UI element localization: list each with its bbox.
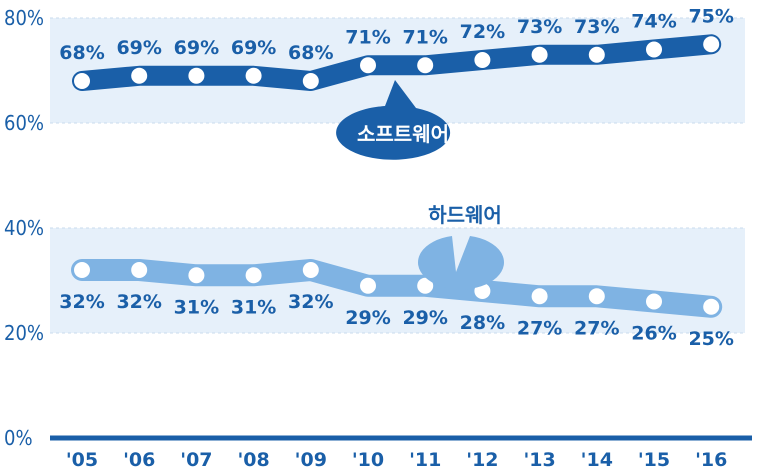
bubble-hw-shape	[418, 236, 504, 290]
data-point	[703, 298, 720, 315]
data-point	[245, 267, 262, 284]
y-tick-label: 20%	[4, 321, 44, 345]
data-point	[588, 288, 605, 305]
data-point	[131, 262, 148, 278]
x-tick-label: '09	[295, 449, 327, 471]
x-tick-label: '08	[237, 449, 269, 471]
data-label: 73%	[517, 16, 562, 38]
data-label: 69%	[174, 37, 219, 59]
data-point	[646, 41, 662, 58]
data-label: 25%	[688, 328, 733, 350]
data-point	[646, 293, 662, 310]
data-label: 32%	[288, 291, 333, 313]
data-point	[131, 67, 148, 84]
x-tick-label: '13	[523, 449, 555, 471]
data-label: 29%	[345, 307, 390, 329]
x-tick-label: '16	[695, 449, 727, 471]
data-point	[74, 73, 90, 89]
x-axis-ticks: '05 '06 '07 '08 '09 '10 '11 '12 '13 '14 '15 '16	[66, 449, 727, 471]
x-tick-label: '14	[581, 449, 613, 471]
x-tick-label: '05	[66, 449, 98, 471]
series-line	[71, 259, 723, 318]
data-label: 73%	[574, 16, 619, 38]
y-tick-label: 60%	[4, 111, 44, 135]
y-tick-label: 40%	[4, 216, 44, 240]
data-label: 26%	[631, 323, 676, 345]
data-point	[417, 57, 434, 74]
data-label: 28%	[460, 312, 505, 334]
legend-bubble-software: 소프트웨어	[336, 80, 451, 160]
data-label: 29%	[402, 307, 447, 329]
data-point	[302, 73, 319, 89]
data-label: 71%	[345, 26, 390, 48]
bubble-sw-label: 소프트웨어	[357, 122, 449, 146]
data-point	[245, 67, 262, 84]
series-software: 68% 69% 69% 69% 68% 71% 71% 72% 73% 73% 74% 75%	[59, 5, 734, 91]
x-tick-label: '15	[638, 449, 670, 471]
series-hardware: 32% 32% 31% 31% 32% 29% 29% 28% 27% 27% 26% 25%	[59, 259, 734, 350]
series-line	[72, 34, 722, 91]
y-tick-label: 0%	[4, 426, 33, 450]
x-tick-label: '07	[180, 449, 212, 471]
data-point	[188, 67, 205, 84]
data-point	[302, 262, 319, 278]
data-point	[360, 277, 376, 294]
data-label: 71%	[402, 26, 447, 48]
data-label: 68%	[59, 42, 104, 64]
gridlines	[50, 17, 745, 334]
data-label: 31%	[174, 296, 219, 318]
data-label: 27%	[517, 317, 562, 339]
data-point	[703, 36, 720, 53]
data-point	[74, 262, 90, 278]
x-tick-label: '06	[123, 449, 155, 471]
data-label: 27%	[574, 317, 619, 339]
data-label: 31%	[231, 296, 276, 318]
data-label: 74%	[631, 11, 676, 33]
x-tick-label: '11	[409, 449, 441, 471]
data-label: 68%	[288, 42, 333, 64]
data-label: 75%	[688, 5, 733, 27]
data-point	[188, 267, 205, 284]
legend-bubble-hardware: 하드웨어	[418, 203, 504, 290]
bubble-hw-label: 하드웨어	[428, 203, 502, 227]
data-point	[474, 52, 491, 68]
data-label: 69%	[116, 37, 161, 59]
x-tick-label: '12	[466, 449, 498, 471]
data-label: 72%	[460, 21, 505, 43]
data-point	[588, 46, 605, 63]
data-label: 32%	[116, 291, 161, 313]
data-point	[531, 288, 548, 305]
data-point	[417, 277, 434, 294]
y-tick-label: 80%	[4, 6, 44, 30]
data-point	[360, 57, 376, 74]
x-tick-label: '10	[352, 449, 384, 471]
data-point	[531, 46, 548, 63]
y-axis-ticks: 0% 20% 40% 60% 80%	[4, 6, 44, 450]
bubble-sw-shape	[336, 80, 451, 160]
data-label: 69%	[231, 37, 276, 59]
data-label: 32%	[59, 291, 104, 313]
